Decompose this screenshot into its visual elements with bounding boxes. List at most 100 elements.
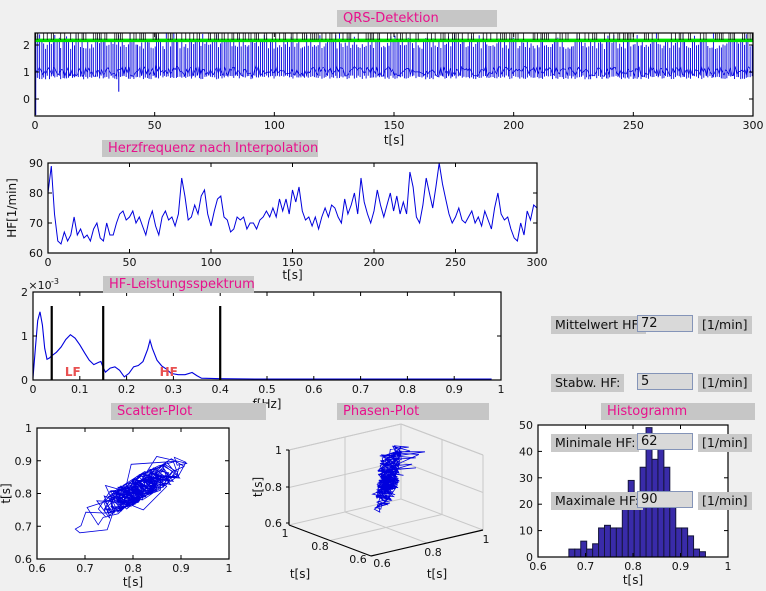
svg-text:0: 0 [30, 383, 37, 396]
stat-label-max: Maximale HF: [551, 492, 644, 510]
svg-text:t[s]: t[s] [123, 575, 143, 589]
svg-text:0.2: 0.2 [118, 383, 136, 396]
svg-text:t[s]: t[s] [251, 477, 265, 497]
svg-text:250: 250 [445, 256, 466, 269]
svg-text:70: 70 [29, 217, 43, 230]
svg-text:1: 1 [275, 444, 282, 457]
svg-text:t[s]: t[s] [384, 133, 404, 147]
svg-text:200: 200 [503, 119, 524, 132]
svg-text:t[s]: t[s] [623, 573, 643, 587]
svg-text:0: 0 [45, 256, 52, 269]
svg-text:HF[1/min]: HF[1/min] [5, 178, 19, 238]
stat-label-std: Stabw. HF: [551, 374, 625, 392]
svg-text:0.9: 0.9 [15, 455, 33, 468]
svg-text:t[s]: t[s] [290, 567, 310, 581]
svg-text:1: 1 [483, 533, 490, 546]
svg-text:150: 150 [282, 256, 303, 269]
svg-text:t[s]: t[s] [282, 268, 302, 282]
svg-text:1: 1 [23, 66, 30, 79]
stat-unit-min: [1/min] [698, 434, 752, 452]
svg-text:0.8: 0.8 [15, 488, 33, 501]
svg-text:t[s]: t[s] [427, 567, 447, 581]
svg-text:20: 20 [519, 498, 533, 511]
svg-text:0.5: 0.5 [258, 383, 276, 396]
scatter-plot: 0.6 0.7 0.8 0.9 1 0.6 0.7 0.8 0.9 1 t[s] t[s] [0, 422, 233, 589]
svg-text:HF: HF [160, 365, 178, 379]
svg-text:2: 2 [23, 39, 30, 52]
stat-value-mean[interactable] [637, 315, 693, 332]
svg-text:10: 10 [519, 525, 533, 538]
histogram-plot-title: Histogramm [601, 403, 755, 420]
svg-text:-3: -3 [51, 277, 59, 286]
svg-text:0.7: 0.7 [15, 520, 33, 533]
heart-rate-plot: 60 70 80 90 0 50 100 150 200 250 300 t[s] HF[1/min] [5, 157, 548, 282]
stat-value-std[interactable] [637, 373, 693, 390]
svg-text:30: 30 [519, 472, 533, 485]
svg-text:200: 200 [364, 256, 385, 269]
svg-text:80: 80 [29, 187, 43, 200]
heart-rate-plot-title: Herzfrequenz nach Interpolation [102, 140, 318, 157]
svg-text:0.6: 0.6 [15, 553, 33, 566]
svg-text:60: 60 [29, 247, 43, 260]
stat-value-max[interactable] [637, 491, 693, 508]
svg-text:0.6: 0.6 [529, 560, 547, 573]
scatter-plot-title: Scatter-Plot [111, 403, 266, 420]
stat-unit-mean: [1/min] [698, 316, 752, 334]
svg-text:100: 100 [201, 256, 222, 269]
stat-label-min: Minimale HF: [551, 434, 640, 452]
svg-text:250: 250 [623, 119, 644, 132]
svg-text:50: 50 [148, 119, 162, 132]
svg-text:0.7: 0.7 [577, 560, 595, 573]
svg-text:0: 0 [32, 119, 39, 132]
svg-text:0.3: 0.3 [165, 383, 183, 396]
svg-text:1: 1 [21, 330, 28, 343]
svg-text:0.8: 0.8 [624, 560, 642, 573]
svg-text:0.1: 0.1 [71, 383, 89, 396]
svg-text:0.8: 0.8 [311, 540, 329, 553]
svg-text:0.8: 0.8 [399, 383, 417, 396]
svg-text:0.8: 0.8 [265, 481, 283, 494]
svg-text:0: 0 [21, 374, 28, 387]
svg-text:50: 50 [519, 419, 533, 432]
phase-plot-title: Phasen-Plot [337, 403, 489, 420]
svg-text:150: 150 [384, 119, 405, 132]
svg-text:0: 0 [23, 93, 30, 106]
svg-text:0.6: 0.6 [28, 562, 46, 575]
svg-text:40: 40 [519, 445, 533, 458]
svg-text:0.7: 0.7 [352, 383, 370, 396]
svg-text:0.7: 0.7 [76, 562, 94, 575]
svg-text:0.9: 0.9 [672, 560, 690, 573]
svg-text:×10: ×10 [28, 279, 51, 292]
svg-text:300: 300 [527, 256, 548, 269]
svg-text:LF: LF [65, 365, 81, 379]
svg-text:t[s]: t[s] [0, 483, 13, 503]
stat-unit-std: [1/min] [698, 374, 752, 392]
svg-text:1: 1 [498, 383, 505, 396]
phase-plot: 1 0.8 0.6 t[s] 1 0.8 0.6 t[s] 0.6 0.8 1 t[s] [251, 423, 490, 581]
svg-text:1: 1 [282, 527, 289, 540]
svg-text:0.6: 0.6 [349, 553, 367, 566]
svg-text:0.9: 0.9 [445, 383, 463, 396]
stat-unit-max: [1/min] [698, 492, 752, 510]
svg-text:0.8: 0.8 [124, 562, 142, 575]
svg-text:90: 90 [29, 157, 43, 170]
svg-text:50: 50 [123, 256, 137, 269]
stat-value-min[interactable] [637, 433, 693, 450]
svg-text:0.6: 0.6 [265, 517, 283, 530]
svg-text:1: 1 [725, 560, 732, 573]
svg-text:1: 1 [25, 422, 32, 435]
svg-text:0.9: 0.9 [172, 562, 190, 575]
svg-text:300: 300 [743, 119, 764, 132]
svg-text:0.6: 0.6 [373, 557, 391, 570]
qrs-plot: 0 1 2 0 50 100 150 200 250 300 t[s] [23, 32, 764, 147]
svg-text:0.4: 0.4 [211, 383, 229, 396]
spectrum-plot-title: HF-Leistungsspektrum [103, 276, 255, 293]
svg-text:1: 1 [226, 562, 233, 575]
svg-text:0: 0 [526, 551, 533, 564]
svg-text:100: 100 [264, 119, 285, 132]
svg-text:2: 2 [21, 286, 28, 299]
qrs-plot-title: QRS-Detektion [337, 10, 497, 27]
